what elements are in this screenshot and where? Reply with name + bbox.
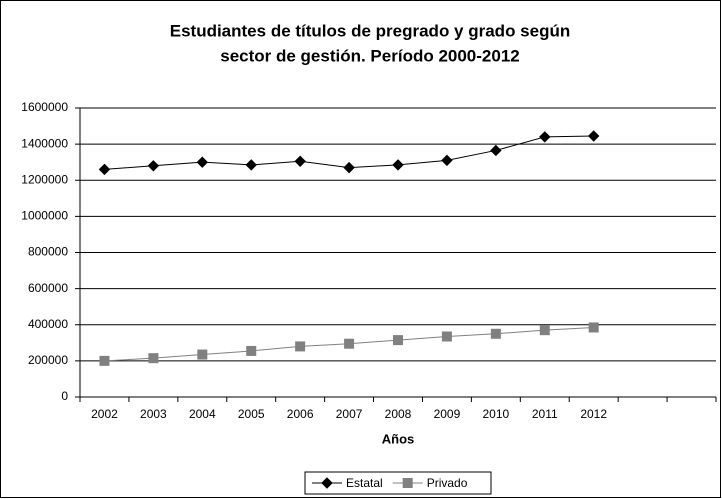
x-tick-label: 2012 (580, 407, 607, 421)
x-tick-label: 2002 (91, 407, 118, 421)
y-tick-label: 1400000 (21, 136, 68, 150)
x-tick-label: 2004 (189, 407, 216, 421)
data-point (393, 335, 403, 346)
y-tick-label: 0 (61, 389, 68, 403)
x-tick-label: 2003 (140, 407, 167, 421)
data-point (587, 130, 600, 142)
chart-title: sector de gestión. Período 2000-2012 (220, 46, 520, 65)
data-point (246, 345, 257, 356)
legend-marker (321, 477, 333, 489)
data-point (588, 322, 599, 333)
x-tick-label: 2009 (434, 407, 461, 421)
data-point (147, 160, 160, 172)
data-point (441, 331, 452, 342)
x-tick-label: 2007 (336, 407, 363, 421)
x-tick-label: 2005 (238, 407, 265, 421)
data-point (490, 328, 501, 339)
y-tick-label: 1000000 (21, 209, 68, 223)
x-tick-label: 2008 (385, 407, 412, 421)
data-point (343, 161, 355, 174)
y-tick-label: 400000 (28, 317, 68, 331)
data-point (98, 163, 111, 176)
chart-title: Estudiantes de títulos de pregrado y gra… (170, 21, 571, 40)
data-point (196, 156, 209, 168)
y-tick-label: 200000 (28, 353, 68, 367)
data-point (392, 159, 404, 171)
data-point (99, 355, 110, 366)
data-point (490, 144, 502, 157)
legend-label: Estatal (346, 476, 383, 490)
x-tick-label: 2011 (532, 407, 558, 421)
data-point (344, 338, 355, 349)
data-point (441, 154, 453, 167)
data-point (295, 341, 306, 352)
x-tick-label: 2006 (287, 407, 314, 421)
x-tick-label: 2010 (482, 407, 509, 421)
data-point (294, 155, 306, 167)
legend-label: Privado (427, 476, 468, 490)
y-tick-label: 1600000 (21, 100, 68, 114)
y-tick-label: 800000 (28, 245, 68, 259)
y-tick-label: 1200000 (21, 172, 68, 186)
data-point (148, 353, 159, 364)
data-point (539, 131, 551, 143)
legend-marker (402, 478, 413, 488)
y-tick-label: 600000 (28, 281, 68, 295)
x-axis-title: Años (382, 431, 415, 446)
data-point (245, 159, 257, 171)
data-point (197, 349, 208, 360)
data-point (539, 325, 550, 336)
